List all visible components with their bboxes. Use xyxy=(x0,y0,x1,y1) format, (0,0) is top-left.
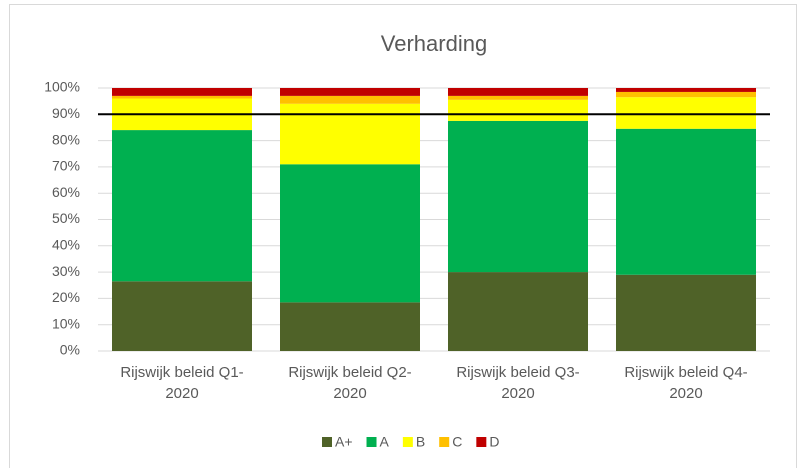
bar-segment xyxy=(112,95,252,99)
legend-swatch xyxy=(402,437,413,447)
legend-label: B xyxy=(416,434,425,450)
bar-segment xyxy=(448,120,588,273)
bar-segment xyxy=(616,91,756,98)
bar-segment xyxy=(448,99,588,121)
legend-label: A+ xyxy=(335,434,353,450)
y-tick-label: 100% xyxy=(44,79,80,95)
x-tick-label: Rijswijk beleid Q2- 2020 xyxy=(288,364,412,402)
bar-segment xyxy=(448,95,588,100)
x-tick-label: Rijswijk beleid Q4- 2020 xyxy=(624,364,748,402)
y-tick-label: 40% xyxy=(52,237,80,253)
bar-segment xyxy=(448,88,588,96)
bar-segment xyxy=(448,272,588,351)
legend-label: D xyxy=(489,434,499,450)
x-tick-label: Rijswijk beleid Q3- 2020 xyxy=(456,364,580,402)
y-tick-label: 90% xyxy=(52,105,80,121)
bar-segment xyxy=(112,130,252,282)
legend-label: A xyxy=(380,434,390,450)
bar-segment xyxy=(616,88,756,92)
y-tick-label: 20% xyxy=(52,289,80,305)
legend-swatch xyxy=(476,437,487,447)
y-tick-label: 80% xyxy=(52,131,80,147)
legend-swatch xyxy=(439,437,450,447)
y-tick-label: 60% xyxy=(52,184,80,200)
bar-segment xyxy=(616,97,756,129)
chart-title: Verharding xyxy=(381,31,487,56)
bar-segment xyxy=(280,95,420,104)
legend-swatch xyxy=(366,437,377,447)
bar-segment xyxy=(280,164,420,303)
bar-segment xyxy=(280,103,420,165)
bar-segment xyxy=(616,128,756,275)
y-tick-label: 70% xyxy=(52,158,80,174)
bar-segment xyxy=(112,281,252,351)
bar-segment xyxy=(280,302,420,351)
y-tick-label: 0% xyxy=(60,342,80,358)
y-tick-label: 50% xyxy=(52,210,80,226)
bar-segment xyxy=(280,88,420,96)
x-tick-label: Rijswijk beleid Q1- 2020 xyxy=(120,364,244,402)
y-tick-label: 10% xyxy=(52,315,80,331)
bar-segment xyxy=(616,274,756,351)
bar-segment xyxy=(112,88,252,96)
legend-label: C xyxy=(452,434,462,450)
legend-swatch xyxy=(322,437,332,447)
y-tick-label: 30% xyxy=(52,263,80,279)
